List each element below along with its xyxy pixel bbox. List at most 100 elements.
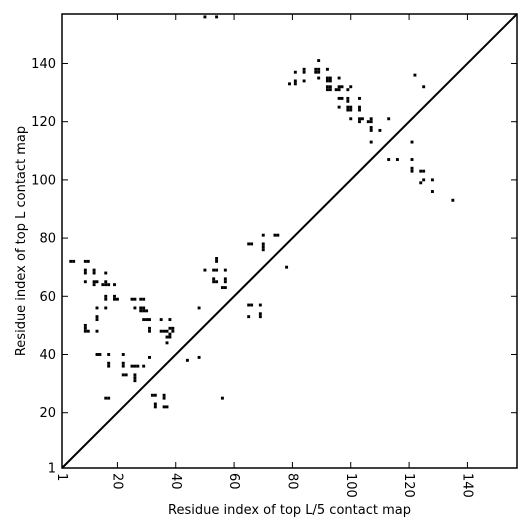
contact-point (104, 294, 108, 298)
contact-point (430, 178, 434, 182)
contact-point (121, 364, 125, 368)
plot-frame (61, 13, 518, 469)
contact-point (83, 329, 87, 333)
contact-point (317, 59, 321, 63)
contact-point (328, 85, 332, 89)
contact-point (215, 15, 219, 19)
contact-point (153, 405, 157, 409)
contact-point (212, 280, 216, 284)
contact-point (325, 85, 329, 89)
contact-point (150, 393, 154, 397)
contact-point (165, 405, 169, 409)
contact-point (145, 318, 149, 322)
contact-point (378, 128, 382, 132)
contact-point (247, 315, 251, 319)
contact-point (133, 297, 137, 301)
contact-point (197, 355, 201, 359)
contact-point (148, 318, 151, 322)
contact-point (358, 117, 361, 121)
contact-point (325, 76, 329, 80)
contact-point (148, 329, 151, 333)
x-tick-label: 100 (343, 473, 358, 498)
contact-point (346, 96, 350, 100)
contact-point (121, 373, 125, 377)
contact-point (349, 105, 353, 109)
contact-point (113, 297, 116, 301)
contact-point (451, 198, 455, 202)
contact-point (422, 169, 426, 173)
x-tick-label: 40 (168, 473, 183, 490)
x-tick-label: 60 (226, 473, 241, 490)
x-tick-label: 20 (109, 473, 124, 490)
contact-point (104, 306, 108, 310)
contact-point (410, 158, 414, 161)
x-tick-label: 80 (284, 473, 299, 490)
contact-point (215, 257, 219, 260)
y-tick-label: 80 (39, 232, 56, 247)
diagonal-line (61, 13, 518, 469)
contact-point (369, 117, 373, 121)
contact-point (215, 280, 219, 284)
contact-point (334, 88, 338, 92)
contact-point (142, 318, 146, 322)
contact-point (95, 315, 99, 319)
contact-point (162, 393, 166, 397)
contact-point (325, 88, 329, 92)
contact-point (95, 280, 99, 284)
contact-point (86, 259, 90, 263)
contact-point (387, 117, 391, 121)
contact-point (413, 73, 417, 77)
contact-point (83, 259, 87, 263)
contact-point (148, 326, 151, 330)
contact-point (107, 364, 111, 368)
contact-point (346, 108, 350, 112)
contact-point (148, 355, 151, 359)
contact-point (95, 306, 99, 310)
contact-point (107, 353, 111, 356)
contact-point (168, 326, 172, 330)
contact-point (317, 76, 321, 80)
contact-point (387, 158, 391, 161)
contact-point (136, 364, 140, 368)
contact-point (258, 312, 262, 316)
y-tick-label: 120 (31, 115, 56, 130)
contact-point (395, 158, 399, 161)
contact-point (346, 99, 350, 103)
contact-point (212, 268, 216, 272)
contact-point (317, 70, 321, 74)
y-tick-label: 100 (31, 173, 56, 188)
contact-point (104, 271, 108, 275)
contact-point (92, 283, 96, 287)
contact-point (104, 396, 108, 400)
contact-point (220, 396, 224, 400)
contact-point (247, 242, 251, 246)
contact-point (369, 128, 373, 132)
contact-point (133, 373, 137, 377)
contact-point (203, 268, 207, 272)
contact-point (337, 96, 341, 100)
x-axis-label: Residue index of top L/5 contact map (168, 503, 411, 518)
contact-point (223, 286, 227, 290)
contact-point (293, 70, 297, 74)
contact-point (83, 323, 87, 327)
contact-point (258, 303, 262, 307)
contact-point (133, 376, 137, 380)
chart-marks (69, 15, 455, 409)
contact-point (168, 335, 172, 339)
contact-point (293, 82, 297, 86)
contact-point (261, 242, 265, 246)
contact-point (162, 329, 166, 333)
contact-point (171, 329, 175, 333)
contact-point (337, 85, 341, 89)
contact-point (250, 303, 254, 307)
contact-point (95, 353, 99, 356)
contact-point (346, 105, 350, 109)
contact-point (369, 120, 373, 124)
contact-point (133, 364, 137, 368)
contact-point (261, 248, 265, 252)
contact-point (276, 233, 280, 237)
contact-point (247, 303, 251, 307)
contact-point (98, 353, 102, 356)
contact-point (133, 379, 137, 383)
contact-point (69, 259, 73, 263)
